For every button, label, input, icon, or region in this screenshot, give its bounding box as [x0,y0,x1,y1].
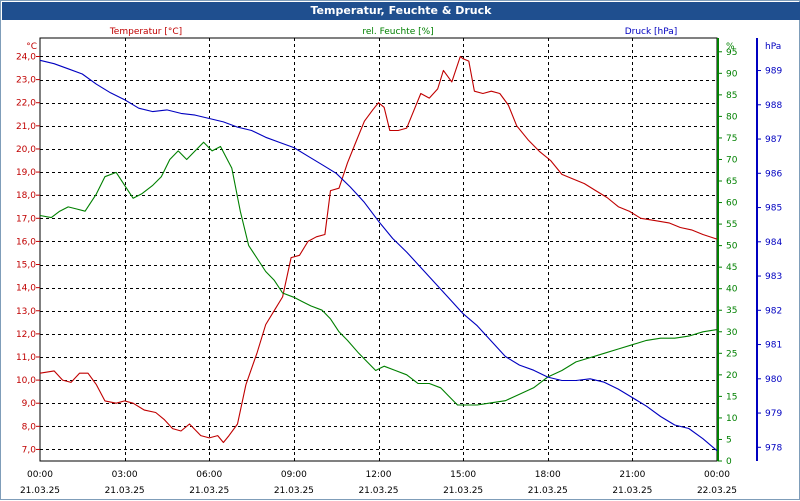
series-line-temperature [39,55,718,444]
temp-tick-label: 21,0 [16,122,36,132]
humidity-tick-label: 90 [726,69,738,79]
x-tick-time-label: 15:00 [450,470,476,480]
x-tick-date-label: 22.03.25 [697,486,737,496]
temp-tick-label: 14,0 [16,284,36,294]
x-tick-date-label: 21.03.25 [528,486,568,496]
humidity-tick-label: 85 [726,91,737,101]
x-tick-date-label: 21.03.25 [20,486,60,496]
pressure-axis-unit: hPa [765,42,781,52]
series-name-label: Druck [hPa] [625,27,678,37]
x-tick-date-label: 21.03.25 [105,486,145,496]
humidity-tick-label: 45 [726,263,737,273]
x-tick-date-label: 21.03.25 [274,486,314,496]
x-tick-date-label: 21.03.25 [358,486,398,496]
temp-tick-label: 13,0 [16,307,36,317]
window-title: Temperatur, Feuchte & Druck [2,2,800,20]
humidity-tick-label: 40 [726,285,738,295]
x-tick-time-label: 00:00 [27,470,53,480]
temp-tick-label: 19,0 [16,168,36,178]
humidity-tick-label: 35 [726,306,737,316]
temp-tick-label: 20,0 [16,145,36,155]
humidity-tick-label: 60 [726,199,738,209]
pressure-tick-label: 980 [765,375,782,385]
x-tick-date-label: 21.03.25 [443,486,483,496]
humidity-tick-label: 50 [726,242,738,252]
humidity-tick-label: 75 [726,134,737,144]
humidity-tick-label: 15 [726,392,737,402]
x-tick-time-label: 06:00 [196,470,222,480]
plot-frame [39,37,718,462]
humidity-tick-label: 55 [726,220,737,230]
x-tick-time-label: 00:00 [704,470,730,480]
humidity-tick-label: 25 [726,349,737,359]
pressure-tick-label: 982 [765,306,782,316]
temp-tick-label: 24,0 [16,52,36,62]
pressure-tick-label: 987 [765,135,782,145]
x-tick-date-label: 21.03.25 [189,486,229,496]
temp-tick-label: 10,0 [16,376,36,386]
pressure-tick-label: 988 [765,101,782,111]
humidity-tick-label: 80 [726,112,738,122]
x-tick-time-label: 18:00 [535,470,561,480]
series-line-pressure [39,59,718,452]
humidity-tick-label: 20 [726,371,738,381]
temp-axis-unit: °C [26,42,37,52]
x-tick-time-label: 03:00 [112,470,138,480]
pressure-tick-label: 983 [765,272,782,282]
x-tick-date-label: 21.03.25 [612,486,652,496]
temp-tick-label: 9,0 [22,399,37,409]
temp-tick-label: 18,0 [16,191,36,201]
humidity-tick-label: 0 [726,457,732,467]
temp-tick-label: 11,0 [16,353,36,363]
x-tick-time-label: 09:00 [281,470,307,480]
series-name-label: rel. Feuchte [%] [362,27,433,37]
humidity-tick-label: 5 [726,435,732,445]
humidity-tick-label: 65 [726,177,737,187]
series-name-label: Temperatur [°C] [109,27,182,37]
humidity-tick-label: 30 [726,328,738,338]
x-tick-time-label: 21:00 [619,470,645,480]
series-line-humidity [39,141,718,406]
temp-tick-label: 12,0 [16,330,36,340]
x-tick-time-label: 12:00 [366,470,392,480]
humidity-axis-unit: % [726,42,735,52]
temp-tick-label: 8,0 [22,422,37,432]
humidity-tick-label: 10 [726,414,738,424]
pressure-tick-label: 981 [765,341,782,351]
pressure-tick-label: 985 [765,204,782,214]
temp-tick-label: 23,0 [16,76,36,86]
pressure-tick-label: 986 [765,169,782,179]
pressure-tick-label: 979 [765,409,782,419]
pressure-tick-label: 978 [765,443,782,453]
temp-tick-label: 7,0 [22,445,37,455]
temp-tick-label: 17,0 [16,214,36,224]
pressure-tick-label: 984 [765,238,782,248]
pressure-tick-label: 989 [765,67,782,77]
temp-tick-label: 15,0 [16,261,36,271]
humidity-tick-label: 95 [726,48,737,58]
temp-tick-label: 16,0 [16,237,36,247]
temp-tick-label: 22,0 [16,99,36,109]
humidity-tick-label: 70 [726,155,738,165]
